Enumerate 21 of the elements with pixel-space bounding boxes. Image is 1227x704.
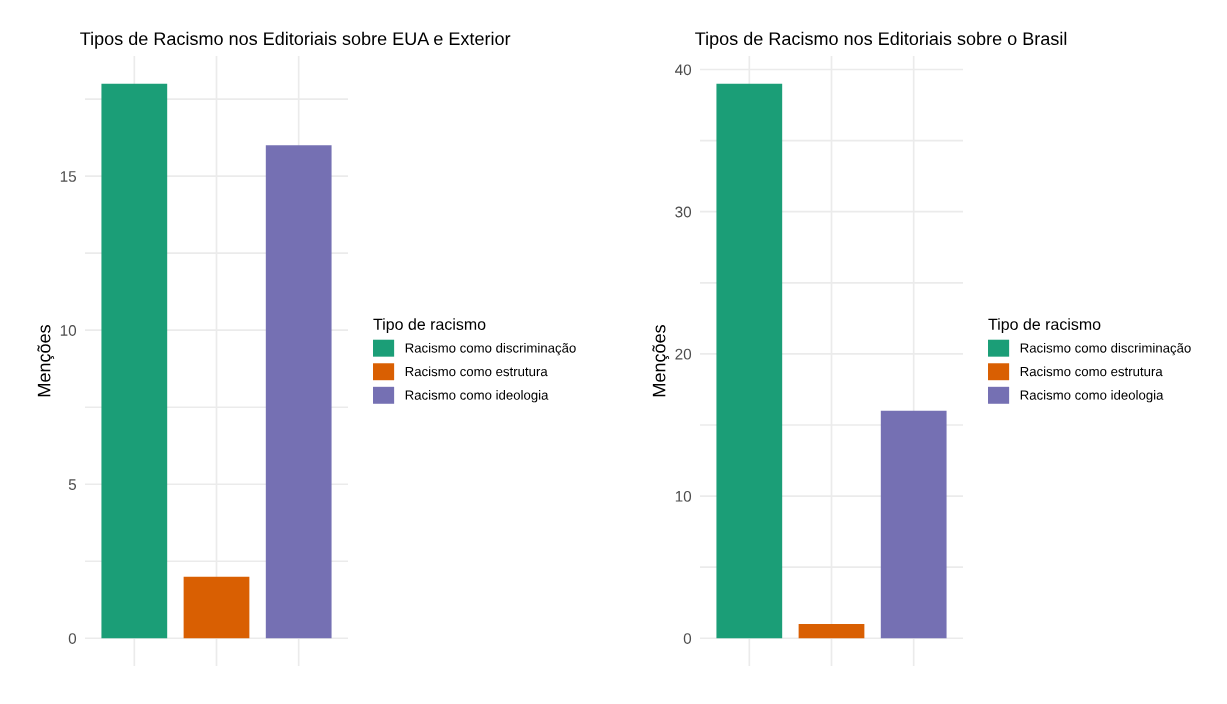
legend-label: Racismo como ideologia [405, 390, 549, 403]
legend-label: Racismo como discriminação [1020, 342, 1191, 356]
legend-label: Racismo como estrutura [1020, 366, 1163, 377]
y-tick-label: 5 [68, 479, 77, 490]
legend-title: Tipo de racismo [988, 318, 1101, 334]
y-tick-label: 20 [675, 348, 692, 360]
y-tick-label: 0 [68, 633, 77, 644]
y-tick-label: 30 [675, 206, 692, 218]
legend-title: Tipo de racismo [373, 318, 486, 334]
y-axis-title: Menções [652, 325, 670, 397]
y-tick-label: 10 [675, 490, 692, 502]
chart-title: Tipos de Racismo nos Editoriais sobre EUA e Exterior [80, 31, 511, 49]
chart-title: Tipos de Racismo nos Editoriais sobre o Brasil [695, 31, 1067, 49]
y-axis-title: Menções [37, 325, 55, 397]
y-tick-label: 10 [60, 325, 77, 336]
legend-label: Racismo como estrutura [405, 366, 548, 377]
legend-label: Racismo como discriminação [405, 342, 576, 356]
legend-label: Racismo como ideologia [1020, 390, 1164, 403]
y-tick-label: 40 [675, 64, 692, 76]
y-tick-label: 15 [60, 171, 77, 182]
y-tick-label: 0 [683, 633, 692, 644]
